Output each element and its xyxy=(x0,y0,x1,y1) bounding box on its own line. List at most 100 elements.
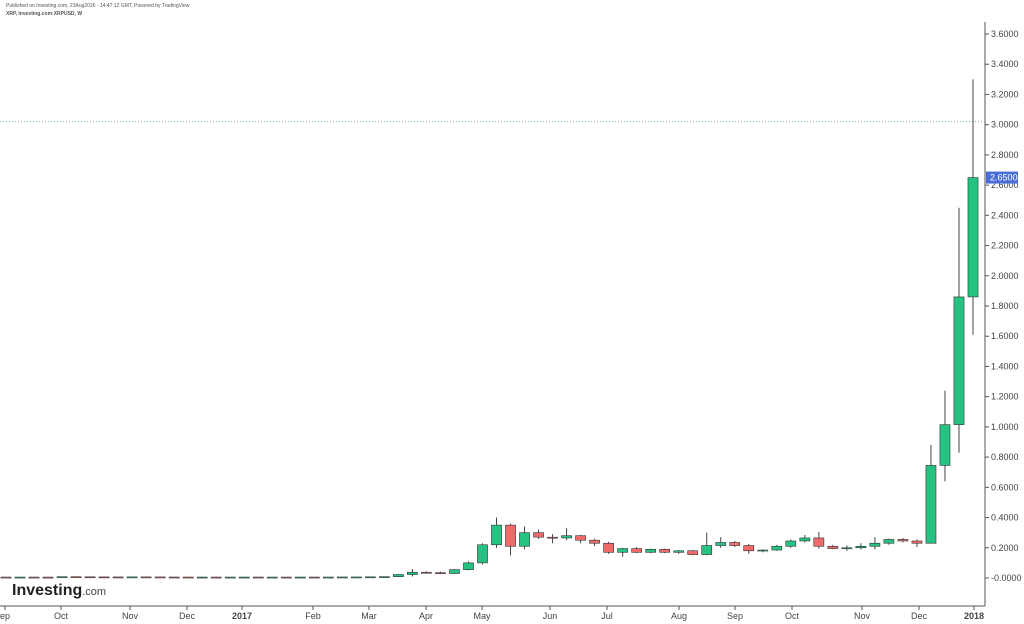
price-axis-label: 3.6000 xyxy=(991,29,1019,39)
candle-down xyxy=(813,537,825,547)
price-axis-label: 1.2000 xyxy=(991,392,1019,402)
candle-up xyxy=(449,569,460,574)
time-axis-label: Nov xyxy=(854,611,871,621)
candle-down xyxy=(70,576,82,579)
candle-up xyxy=(841,547,853,550)
candle-down xyxy=(421,571,432,574)
candle-up xyxy=(855,545,867,549)
candle-up xyxy=(757,549,769,552)
candle-up xyxy=(785,540,797,547)
time-axis-label: Oct xyxy=(54,611,69,621)
candle-down xyxy=(280,576,292,579)
candle-up xyxy=(869,542,881,547)
candle-down xyxy=(210,576,222,579)
candle-down xyxy=(435,572,446,575)
time-axis-label: ep xyxy=(0,611,10,621)
time-axis-label: Oct xyxy=(785,611,800,621)
time-axis-label: Jul xyxy=(601,611,613,621)
price-axis-label: 2.0000 xyxy=(991,271,1019,281)
candle-up xyxy=(294,576,306,579)
time-axis-label: Dec xyxy=(911,611,928,621)
price-axis-label: 3.0000 xyxy=(991,120,1019,130)
price-axis-label: 2.6000 xyxy=(991,180,1019,190)
candle-down xyxy=(729,542,741,546)
price-axis-label: -0.0000 xyxy=(991,573,1022,583)
price-axis-label: 1.0000 xyxy=(991,422,1019,432)
candle-down xyxy=(533,532,544,538)
candle-up xyxy=(519,532,530,547)
logo-text: Investing xyxy=(12,582,83,599)
time-axis-label: Nov xyxy=(122,611,139,621)
time-axis-label: Apr xyxy=(419,611,433,621)
candle-up xyxy=(337,576,348,579)
candle-up xyxy=(967,177,979,298)
candle-down xyxy=(631,548,642,553)
candle-up xyxy=(645,548,657,553)
price-axis-label: 0.8000 xyxy=(991,452,1019,462)
symbol-label: XRP, Investing.com:XRPUSD, W xyxy=(6,11,83,17)
candle-up xyxy=(351,576,362,579)
candle-up xyxy=(196,576,208,579)
candle-down xyxy=(0,576,12,579)
candle-up xyxy=(701,545,713,555)
candle-down xyxy=(42,576,54,579)
candle-down xyxy=(154,576,166,579)
time-axis-label: Dec xyxy=(179,611,196,621)
candle-down xyxy=(252,576,264,579)
candle-up xyxy=(379,576,390,578)
candle-down xyxy=(308,576,320,579)
published-note: Published on Investing.com, 23Aug2026 - … xyxy=(6,3,191,9)
candle-up xyxy=(238,576,250,579)
time-axis-label: 2018 xyxy=(964,611,984,621)
time-axis-label: 2017 xyxy=(232,611,252,621)
candle-up xyxy=(799,537,811,542)
time-axis-label: Mar xyxy=(361,611,377,621)
price-axis-label: 1.6000 xyxy=(991,331,1019,341)
candle-up xyxy=(617,548,628,553)
candle-down xyxy=(84,576,96,579)
candle-up xyxy=(771,545,783,551)
candle-down xyxy=(98,576,110,579)
current-price-tag xyxy=(986,171,1018,184)
price-axis-label: 0.4000 xyxy=(991,513,1019,523)
time-axis-label: Sep xyxy=(727,611,743,621)
candle-down xyxy=(505,524,516,547)
candle-down xyxy=(28,576,40,579)
candle-up xyxy=(56,576,68,579)
candle-up xyxy=(266,576,278,579)
candle-up xyxy=(561,535,572,539)
logo-suffix: .com xyxy=(82,586,107,598)
price-axis-label: 2.4000 xyxy=(991,210,1019,220)
price-axis-label: 1.4000 xyxy=(991,361,1019,371)
candle-up xyxy=(322,576,334,579)
investing-logo: Investing.com xyxy=(12,582,106,600)
current-price-label: 2.6500 xyxy=(990,173,1018,183)
candle-up xyxy=(463,562,474,570)
candle-up xyxy=(365,576,376,579)
candle-up xyxy=(953,296,965,425)
candle-up xyxy=(925,465,937,544)
time-axis-label: May xyxy=(473,611,491,621)
candle-up xyxy=(477,544,488,564)
time-axis-label: Aug xyxy=(671,611,687,621)
price-axis-label: 3.4000 xyxy=(991,59,1019,69)
candle-down xyxy=(112,576,124,579)
candle-down xyxy=(911,540,923,544)
candle-up xyxy=(224,576,236,579)
candle-down xyxy=(603,542,614,553)
candle-up xyxy=(126,576,138,579)
candle-down xyxy=(575,535,586,541)
candle-down xyxy=(897,539,909,542)
candle-up xyxy=(673,550,685,553)
price-axis-label: 2.8000 xyxy=(991,150,1019,160)
time-axis-label: Feb xyxy=(305,611,321,621)
candle-down xyxy=(168,576,180,579)
candle-up xyxy=(14,576,26,579)
candle-down xyxy=(589,539,600,544)
candle-up xyxy=(883,539,895,544)
candle-down xyxy=(547,536,558,539)
candle-down xyxy=(743,545,755,552)
candle-down xyxy=(659,548,671,553)
price-axis-label: 2.2000 xyxy=(991,241,1019,251)
